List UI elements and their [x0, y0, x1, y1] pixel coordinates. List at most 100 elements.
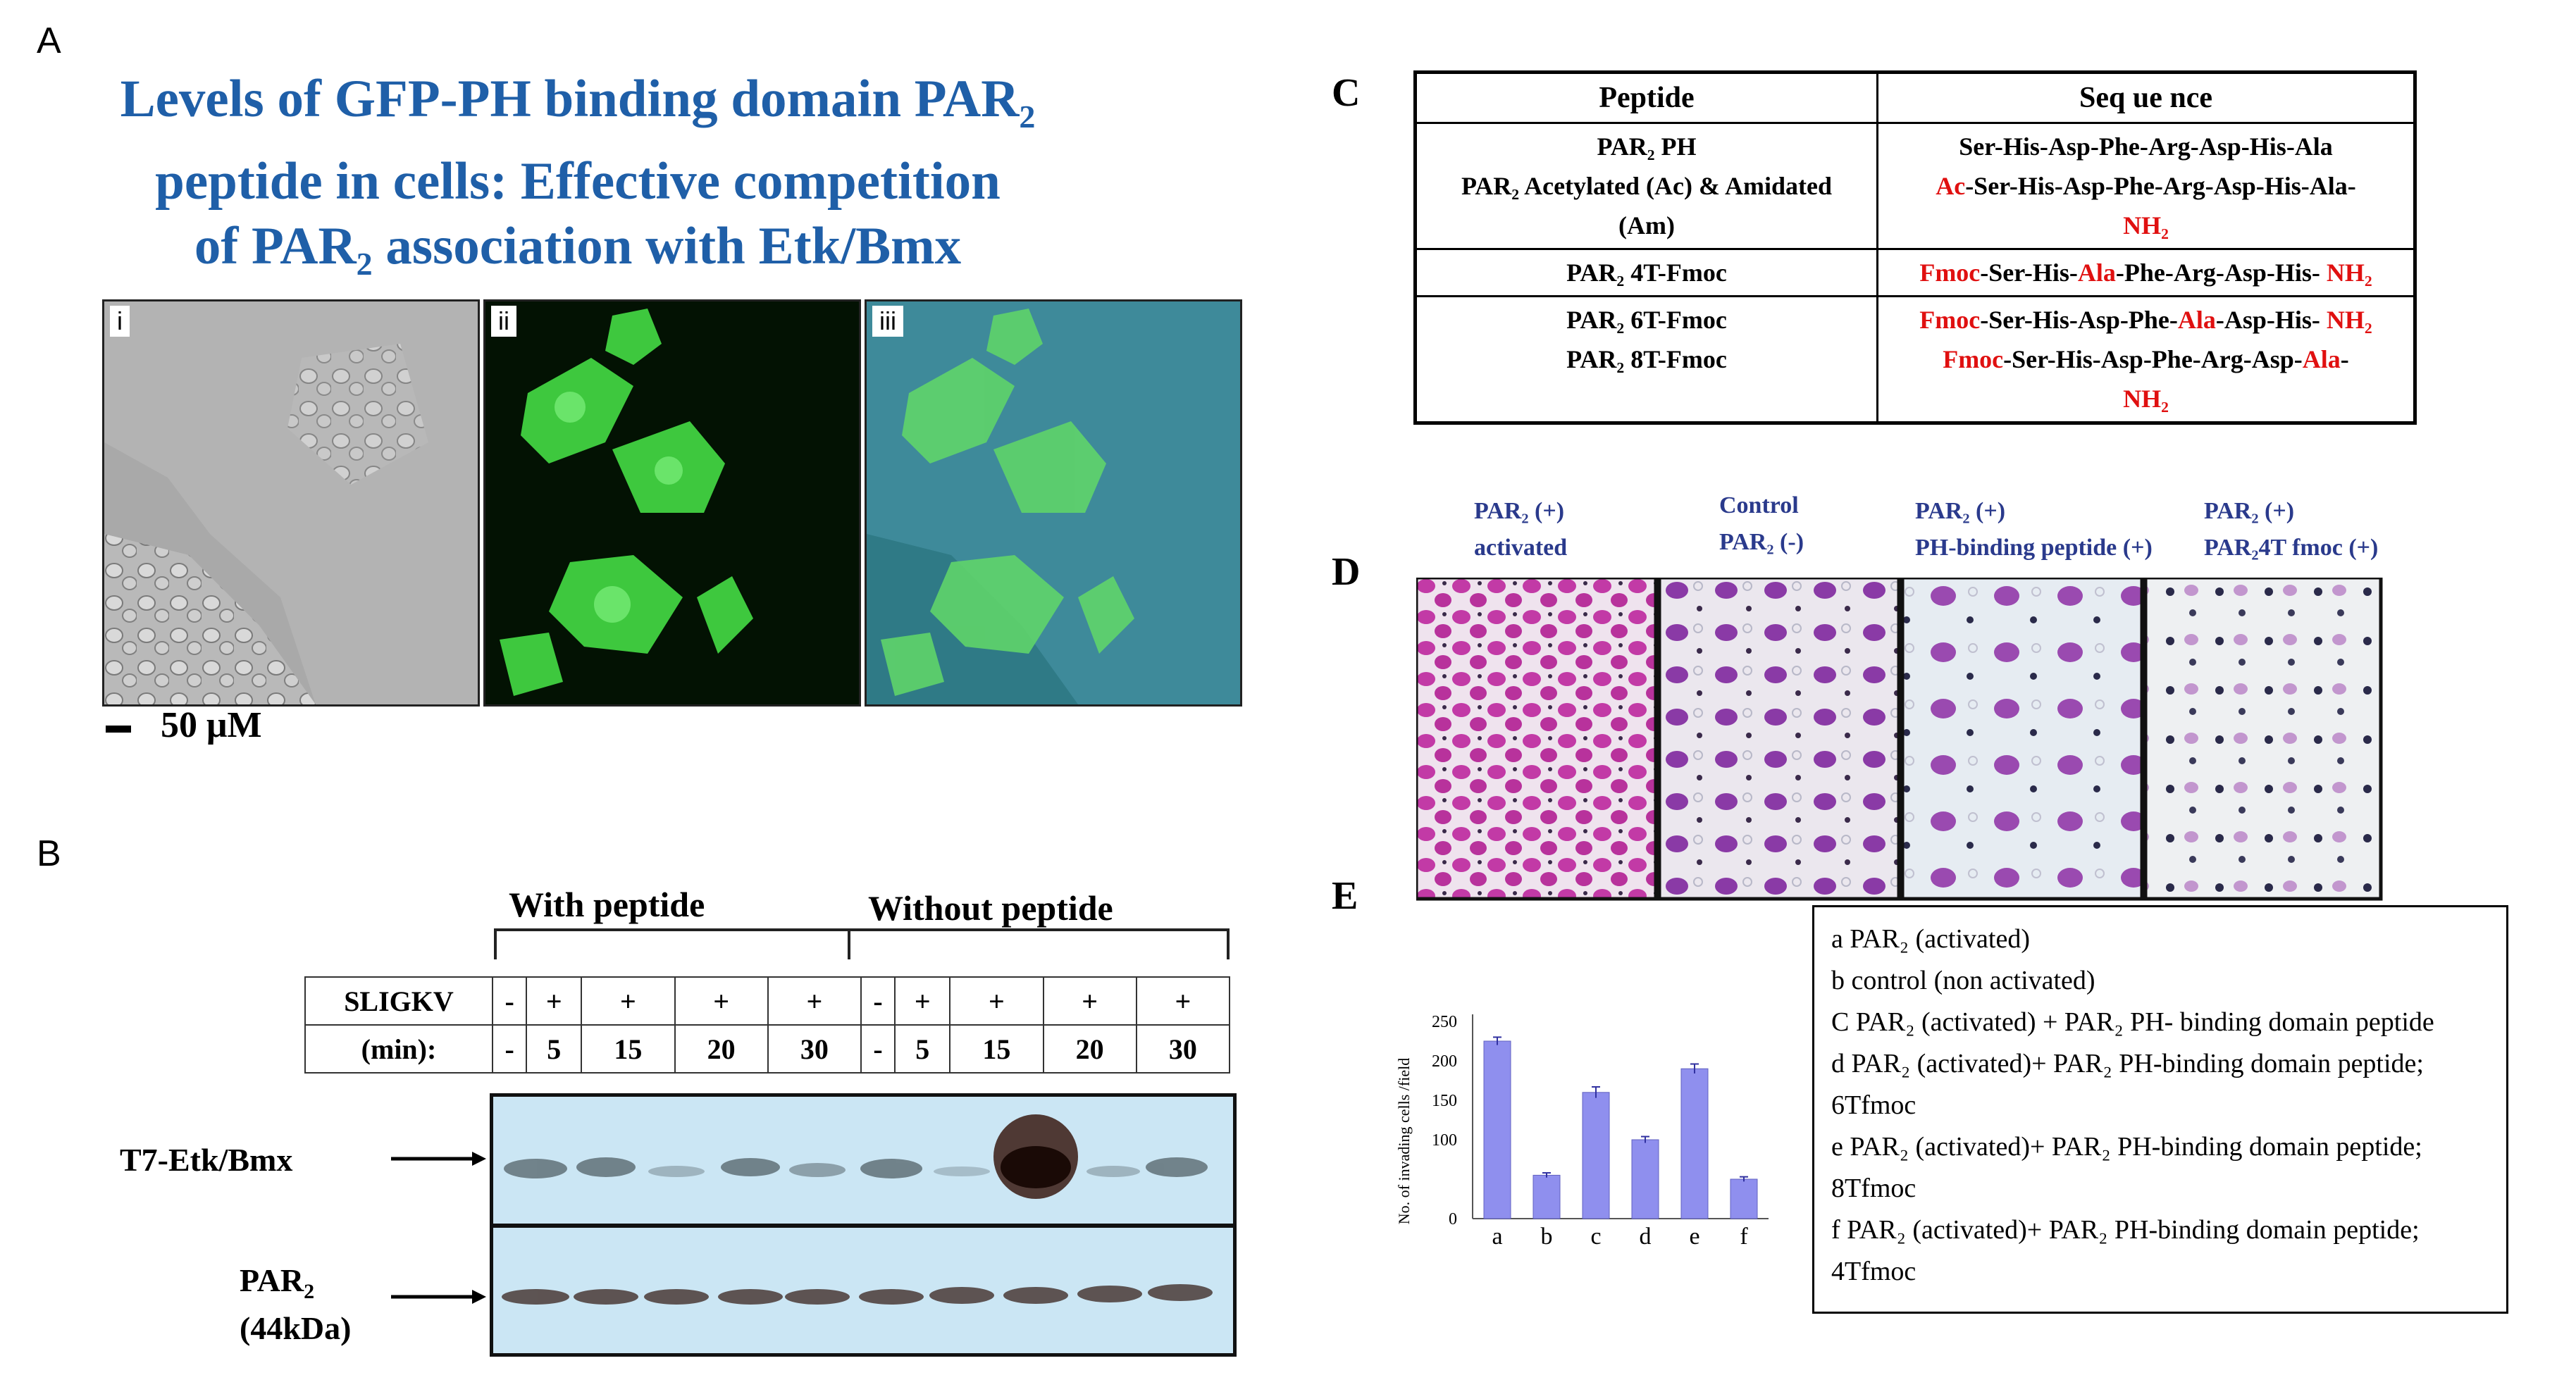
y-tick-label: 200	[1432, 1052, 1457, 1071]
par2-kda-label: (44kDa)	[240, 1310, 352, 1347]
x-tick-label: d	[1640, 1224, 1652, 1250]
sequence-cell: Ser-His-Asp-Phe-Arg-Asp-His-Ala Ac-Ser-H…	[1876, 122, 2416, 250]
sequence: -Ser-His-Asp-Phe-	[1980, 306, 2178, 334]
label-line: PAR₂ (+)	[1915, 498, 2006, 524]
minutes-label: (min):	[304, 1024, 493, 1074]
cell: +	[526, 976, 583, 1026]
peptide-name: PAR₂ 8T-Fmoc	[1566, 345, 1727, 373]
table-row: PAR₂ 6T-Fmoc PAR₂ 8T-Fmoc Fmoc-Ser-His-A…	[1414, 295, 2416, 424]
subscript: 2	[304, 1280, 315, 1304]
bar-b	[1532, 1174, 1561, 1219]
sequence-mod: Ala	[2302, 345, 2341, 373]
invasion-bar-chart: 0 100 150 200 250 a b c d e f No. of invading cells…	[1395, 1013, 1769, 1250]
sequence-cell: Fmoc-Ser-His-Asp-Phe-Ala-Asp-His- NH₂ Fm…	[1876, 295, 2416, 424]
y-tick-label: 250	[1432, 1013, 1457, 1031]
sequence: -Ser-His-Asp-Phe-Arg-Asp-His-Ala-	[1965, 172, 2356, 200]
panel-label-d: D	[1332, 550, 1361, 594]
sequence: -Ser-His-	[1980, 259, 2078, 287]
invasion-label-3: PAR₂ (+) PH-binding peptide (+)	[1915, 493, 2153, 566]
legend-line: e PAR₂ (activated)+ PAR₂ PH-binding doma…	[1831, 1132, 2422, 1162]
x-tick-label: a	[1492, 1224, 1502, 1250]
cell: +	[949, 976, 1044, 1026]
label-line: Control	[1719, 492, 1799, 518]
sligkv-label: SLIGKV	[304, 976, 493, 1026]
panel-label-c: C	[1332, 71, 1361, 115]
bar-f	[1730, 1178, 1758, 1219]
sequence-cell: Fmoc-Ser-His-Ala-Phe-Arg-Asp-His- NH₂	[1876, 248, 2416, 297]
sequence: -	[2340, 345, 2349, 373]
group-brackets	[494, 928, 1230, 959]
subscript: 2	[1019, 99, 1036, 135]
sequence: -Ser-His-Asp-Phe-Arg-Asp-	[2003, 345, 2303, 373]
legend-line: a PAR₂ (activated)	[1831, 924, 2030, 954]
label-line: PH-binding peptide (+)	[1915, 535, 2153, 561]
cell: -	[860, 1024, 896, 1074]
cell: 30	[767, 1024, 862, 1074]
panel-label-a: A	[37, 20, 61, 61]
sequence-mod: Fmoc	[1919, 259, 1981, 287]
sequence-mod: Fmoc	[1943, 345, 2004, 373]
label-line: PAR₂4T fmoc (+)	[2204, 535, 2379, 561]
legend-line: d PAR₂ (activated)+ PAR₂ PH-binding doma…	[1831, 1049, 2424, 1078]
table-header: Peptide Seq ue nce	[1414, 71, 2416, 124]
sligkv-row: SLIGKV - + + + + - + + + +	[304, 976, 1231, 1026]
image-label-iii: iii	[872, 306, 903, 337]
peptide-cell: PAR₂ 6T-Fmoc PAR₂ 8T-Fmoc	[1414, 295, 1878, 424]
sequence-mod: NH₂	[2326, 306, 2372, 334]
title-line-1: Levels of GFP-PH binding domain PAR	[120, 70, 1020, 128]
sequence-mod: Ac	[1936, 172, 1966, 200]
label-line: activated	[1474, 535, 1568, 561]
sequence: -Phe-Arg-Asp-His-	[2115, 259, 2327, 287]
header-sequence: Seq ue nce	[1876, 71, 2416, 124]
peptide-cell: PAR₂ PH PAR₂ Acetylated (Ac) & Amidated …	[1414, 122, 1878, 250]
image-label-i: i	[110, 306, 130, 337]
arrow-icon	[391, 1152, 486, 1166]
peptide-name: PAR₂ PH	[1597, 132, 1697, 161]
western-blot-etk	[490, 1093, 1237, 1227]
cell: -	[491, 1024, 528, 1074]
cell: +	[674, 976, 769, 1026]
blot-label-par2: PAR2 (44kDa)	[240, 1262, 351, 1347]
invasion-label-2: Control PAR₂ (-)	[1719, 487, 1804, 561]
sequence-mod: NH₂	[2123, 211, 2169, 239]
bar-c	[1582, 1092, 1610, 1219]
sequence-mod: Fmoc	[1919, 306, 1981, 334]
bar-d	[1631, 1139, 1659, 1219]
image-label-ii: ii	[491, 306, 516, 337]
cell: +	[767, 976, 862, 1026]
cell: 20	[674, 1024, 769, 1074]
merge-image	[867, 301, 1240, 704]
header-peptide: Peptide	[1414, 71, 1878, 124]
chart-legend: a PAR₂ (activated) b control (non activa…	[1812, 905, 2508, 1314]
western-blot-par2	[490, 1224, 1237, 1357]
x-tick-label: c	[1590, 1224, 1601, 1250]
peptide-name: PAR₂ 6T-Fmoc	[1566, 306, 1727, 334]
sequence-mod: Ala	[2177, 306, 2216, 334]
cell: -	[860, 976, 896, 1026]
cell: 5	[894, 1024, 951, 1074]
treatment-table: SLIGKV - + + + + - + + + + (min): - 5 15…	[304, 976, 1231, 1074]
legend-line: 6Tfmoc	[1831, 1090, 1916, 1120]
panel-a-title: Levels of GFP-PH binding domain PAR2 pep…	[85, 67, 1071, 297]
par2-label: PAR	[240, 1262, 304, 1298]
label-line: PAR₂ (+)	[1474, 498, 1565, 524]
title-line-2: peptide in cells: Effective competition	[155, 152, 1001, 211]
x-tick-label: f	[1740, 1224, 1748, 1250]
sequence-mod: Ala	[2077, 259, 2116, 287]
peptide-name: PAR₂ Acetylated (Ac) & Amidated	[1461, 172, 1832, 200]
peptide-sequence-table: Peptide Seq ue nce PAR₂ PH PAR₂ Acetylat…	[1413, 70, 2417, 425]
cell: +	[1042, 976, 1137, 1026]
legend-line: f PAR₂ (activated)+ PAR₂ PH-binding doma…	[1831, 1215, 2420, 1245]
scale-bar	[106, 726, 131, 733]
cell: +	[894, 976, 951, 1026]
x-tick-label: e	[1689, 1224, 1699, 1250]
invasion-label-1: PAR₂ (+) activated	[1474, 493, 1567, 566]
label-line: PAR₂ (-)	[1719, 529, 1804, 555]
sequence: -Asp-His-	[2215, 306, 2327, 334]
scale-label: 50 μM	[161, 705, 262, 745]
sequence-mod: NH₂	[2326, 259, 2372, 287]
subscript: 2	[356, 246, 373, 282]
cell: 5	[526, 1024, 583, 1074]
panel-label-b: B	[37, 833, 61, 874]
peptide-name: (Am)	[1618, 211, 1675, 239]
